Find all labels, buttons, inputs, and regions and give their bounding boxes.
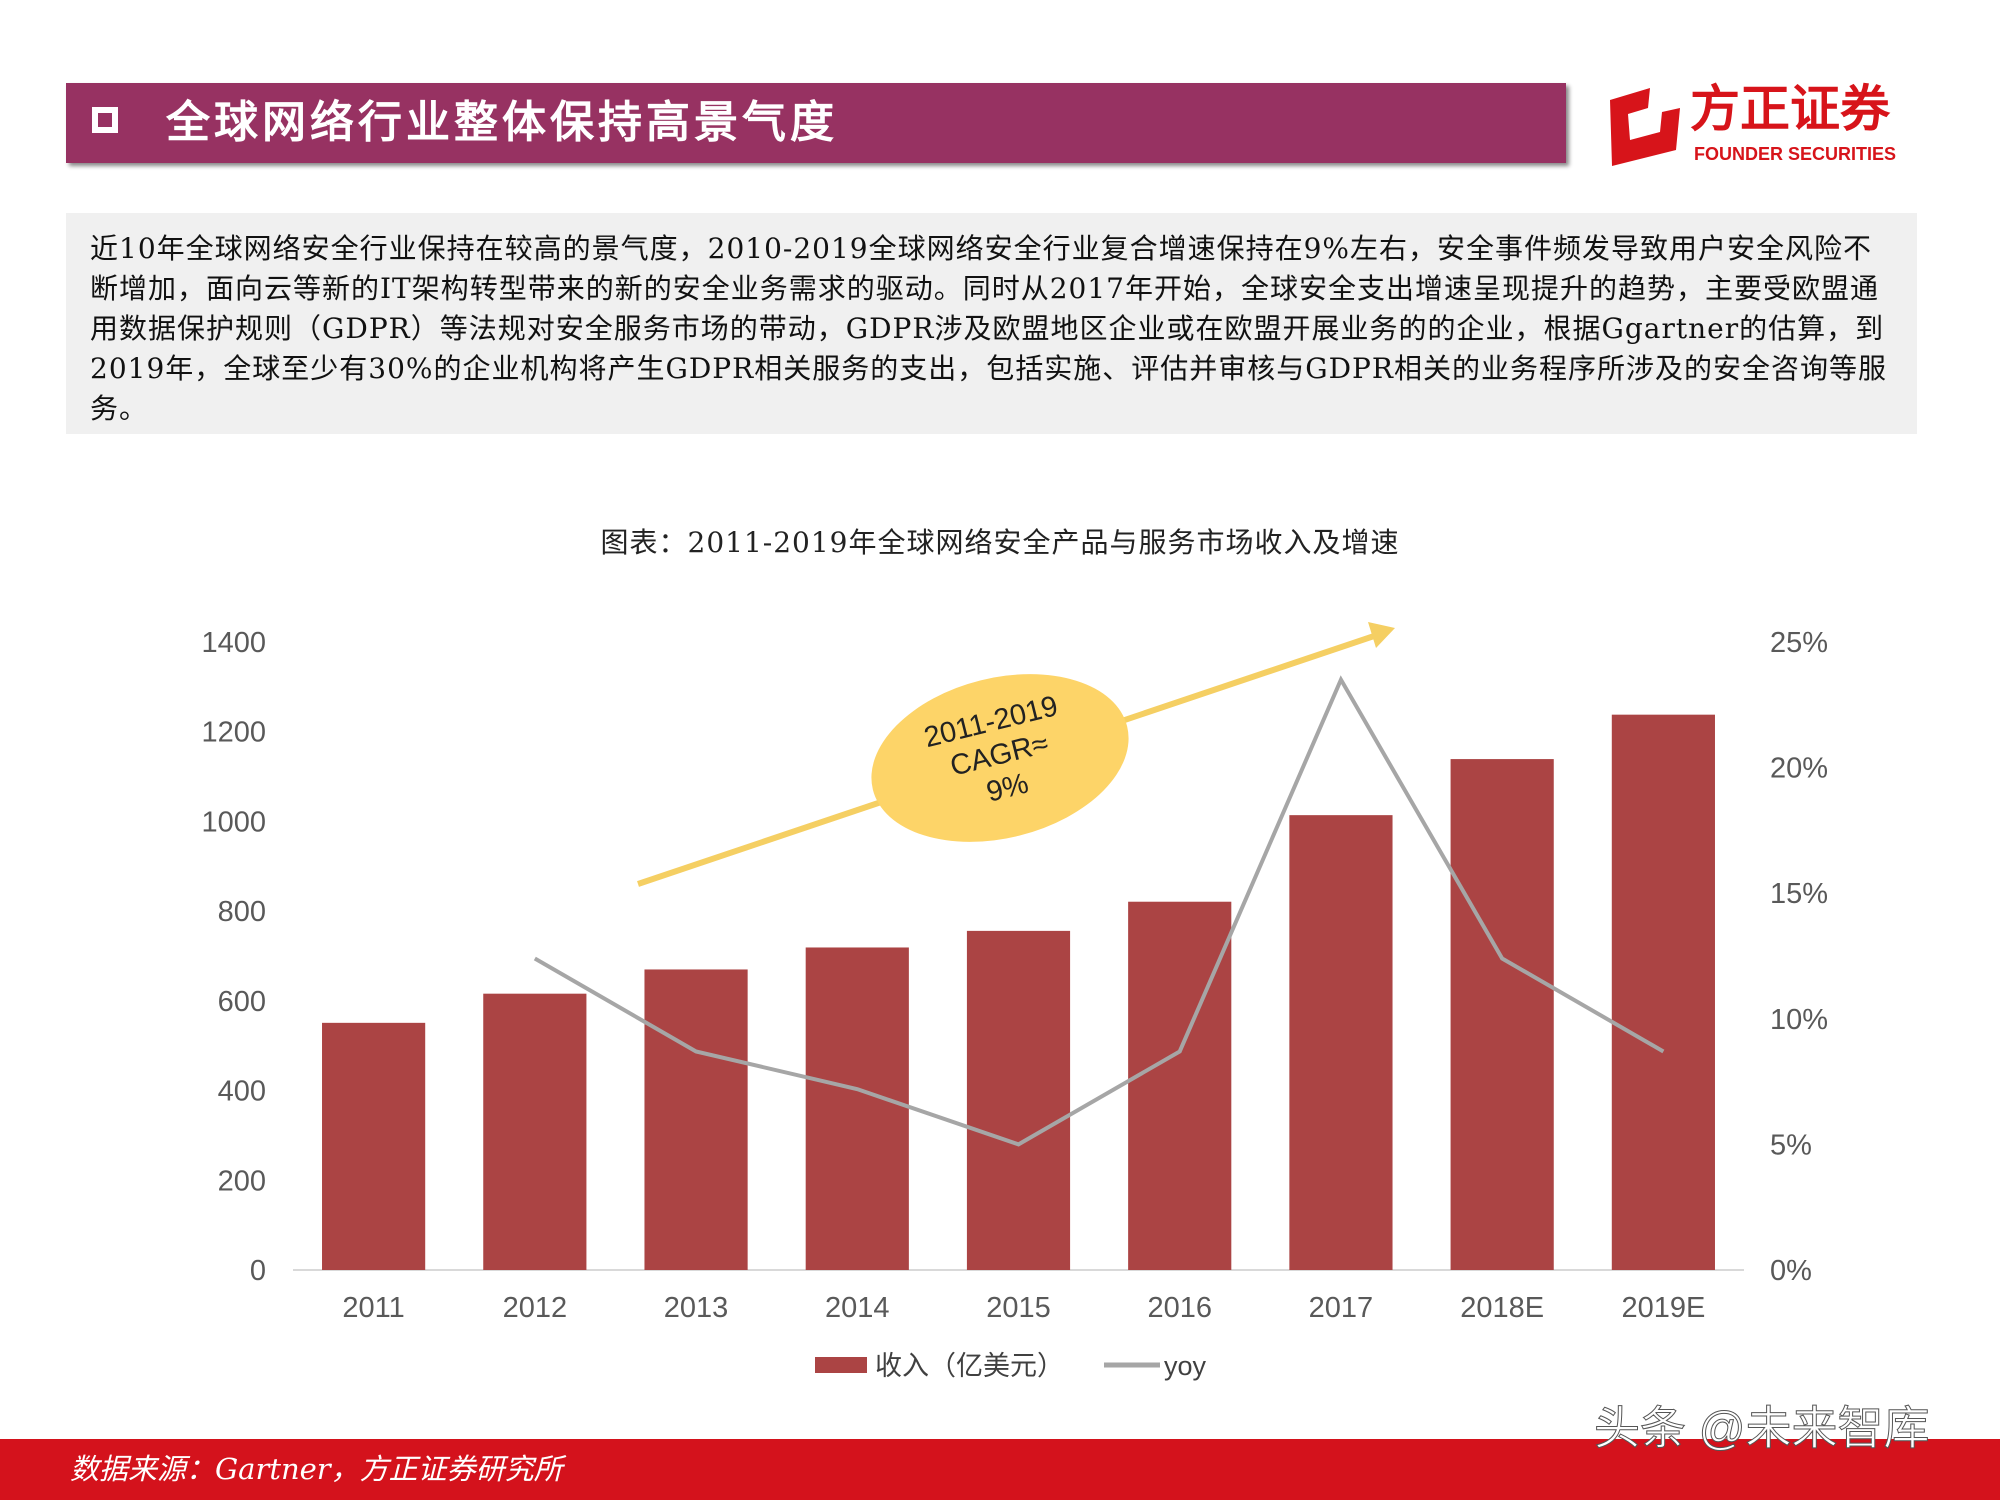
bar — [644, 969, 748, 1270]
bar — [483, 993, 587, 1270]
trend-arrowhead — [1368, 622, 1395, 648]
x-tick-label: 2011 — [342, 1292, 404, 1324]
x-tick-label: 2013 — [664, 1292, 729, 1324]
y-tick-label: 600 — [218, 986, 266, 1018]
y-tick-label: 200 — [218, 1165, 266, 1197]
x-tick-label: 2016 — [1147, 1292, 1212, 1324]
cagr-bubble — [871, 674, 1129, 842]
bar — [322, 1022, 426, 1270]
y2-tick-label: 15% — [1770, 878, 1828, 910]
y-tick-label: 1000 — [201, 806, 266, 838]
x-tick-label: 2015 — [986, 1292, 1051, 1324]
bar — [805, 947, 909, 1270]
y2-tick-label: 0% — [1770, 1255, 1812, 1287]
source-text: 数据来源：Gartner，方正证券研究所 — [70, 1452, 563, 1486]
x-tick-label: 2018E — [1460, 1292, 1544, 1324]
y2-tick-label: 20% — [1770, 753, 1828, 785]
x-tick-label: 2014 — [825, 1292, 890, 1324]
y-tick-label: 800 — [218, 896, 266, 928]
footer-bar: 数据来源：Gartner，方正证券研究所 — [0, 1439, 2000, 1500]
logo-mark — [1610, 88, 1680, 166]
header-icon — [92, 107, 118, 133]
y-tick-label: 1200 — [201, 717, 266, 749]
logo: 方正证券 FOUNDER SECURITIES — [1610, 81, 1896, 166]
logo-cn: 方正证券 — [1690, 81, 1891, 137]
x-tick-label: 2017 — [1309, 1292, 1374, 1324]
bar — [1611, 714, 1715, 1270]
annotation: CAGR≈ — [947, 727, 1052, 782]
x-tick-label: 2019E — [1621, 1292, 1705, 1324]
trend-arrow — [637, 631, 1381, 887]
y-tick-label: 400 — [218, 1076, 266, 1108]
legend-label: yoy — [1164, 1351, 1207, 1381]
annotation: 9% — [983, 767, 1031, 808]
bar — [966, 930, 1071, 1270]
logo-en: FOUNDER SECURITIES — [1694, 144, 1896, 164]
legend-swatch — [815, 1357, 867, 1373]
y2-tick-label: 10% — [1770, 1004, 1828, 1036]
header-title: 全球网络行业整体保持高景气度 — [166, 97, 838, 148]
x-tick-label: 2012 — [503, 1292, 568, 1324]
bar — [1128, 901, 1232, 1270]
chart-title: 图表：2011-2019年全球网络安全产品与服务市场收入及增速 — [601, 526, 1400, 559]
bar — [1289, 815, 1393, 1270]
y-tick-label: 0 — [250, 1255, 266, 1287]
y-tick-label: 1400 — [201, 627, 266, 659]
legend-label: 收入（亿美元） — [875, 1351, 1064, 1381]
y2-tick-label: 25% — [1770, 627, 1828, 659]
summary-text: 近10年全球网络安全行业保持在较高的景气度，2010-2019全球网络安全行业复… — [66, 213, 1917, 434]
y2-tick-label: 5% — [1770, 1129, 1812, 1161]
annotation: 2011-2019 — [921, 690, 1061, 754]
header-bar: 全球网络行业整体保持高景气度 — [66, 83, 1566, 163]
bar — [1450, 759, 1554, 1270]
line — [533, 675, 1665, 1147]
